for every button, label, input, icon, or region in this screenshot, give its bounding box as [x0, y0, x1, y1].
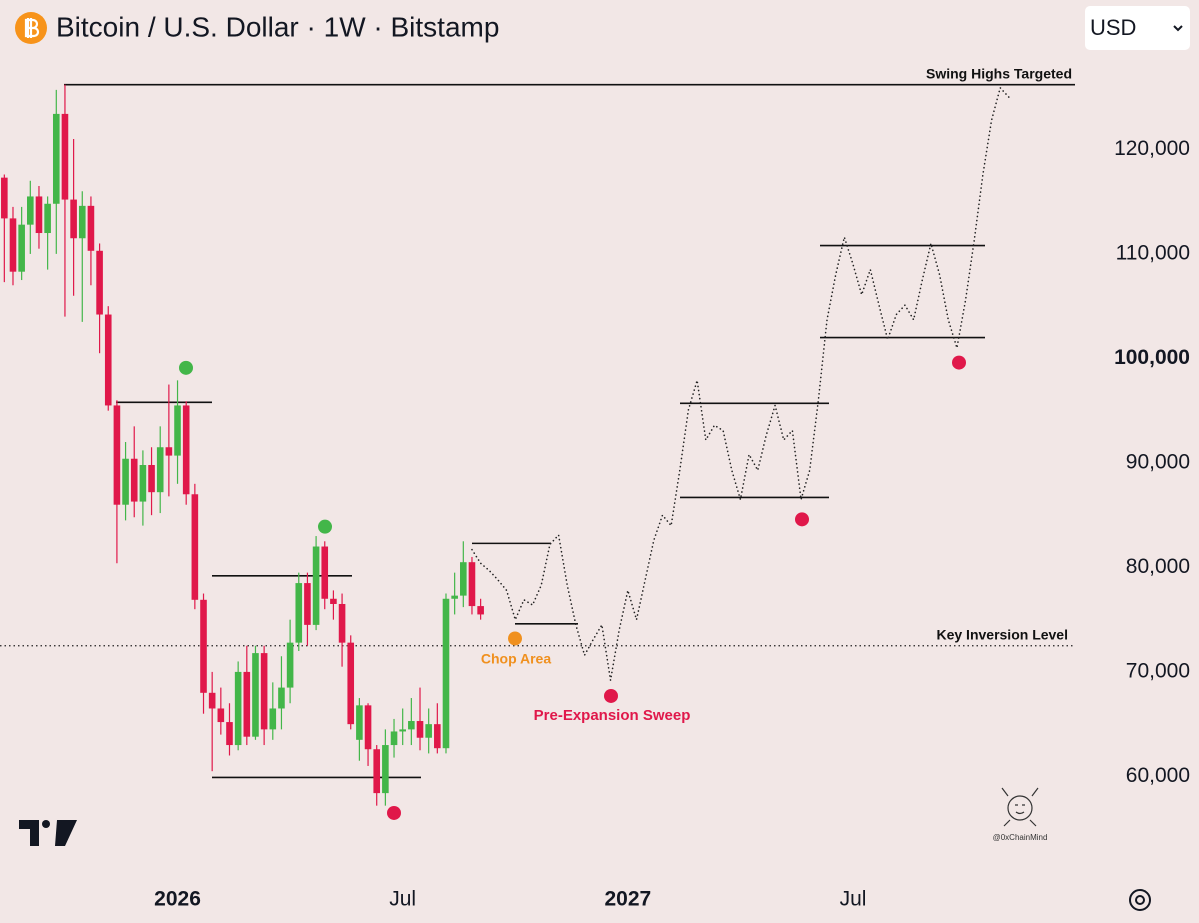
y-tick-label: 110,000	[1116, 241, 1190, 264]
candle-body	[208, 692, 216, 709]
candle-body	[460, 562, 467, 596]
candle-body	[18, 224, 25, 272]
candle-body	[44, 203, 51, 234]
watermark: @0xChainMind	[993, 833, 1048, 842]
candle-body	[96, 250, 103, 315]
y-tick-label: 60,000	[1126, 764, 1190, 787]
currency-dropdown[interactable]: USD	[1085, 6, 1190, 50]
candle-body	[165, 447, 173, 456]
candle-body	[104, 314, 112, 406]
y-tick-label: 80,000	[1126, 555, 1190, 578]
dropdown-label[interactable]: USD	[1090, 15, 1136, 40]
candle-body	[364, 705, 372, 750]
watermark-icon	[1001, 787, 1039, 827]
candle-body	[234, 671, 242, 746]
candle-body	[408, 721, 415, 730]
candle-body	[217, 708, 225, 723]
candle-body	[399, 729, 406, 732]
x-tick-label: 2027	[604, 888, 651, 911]
projection-line	[471, 86, 1010, 681]
signal-dot	[318, 519, 332, 534]
annotation: Swing Highs Targeted	[926, 66, 1072, 82]
chart-title: Bitcoin / U.S. Dollar · 1W · Bitstamp	[56, 11, 499, 42]
candle-body	[451, 595, 458, 599]
y-tick-label: 100,000	[1114, 346, 1190, 369]
y-tick-label: 120,000	[1114, 137, 1190, 160]
settings-icon-core	[1135, 895, 1145, 905]
candle-body	[382, 745, 389, 794]
candle-body	[174, 405, 181, 456]
candle-body	[321, 546, 329, 599]
candle-body	[338, 603, 346, 643]
candle-body	[27, 196, 34, 225]
candle-body	[243, 671, 251, 737]
candle-body	[304, 583, 311, 625]
annotation: Key Inversion Level	[936, 627, 1068, 643]
candle-body	[226, 722, 233, 746]
candle-body	[269, 708, 277, 730]
candle-body	[252, 653, 259, 737]
candle-body	[78, 205, 86, 239]
candle-body	[442, 598, 450, 749]
candle-body	[295, 583, 303, 643]
candle-body	[468, 562, 476, 607]
candle-body	[200, 599, 207, 693]
candle-body	[156, 447, 164, 493]
signal-dot	[179, 360, 193, 375]
annotation: Pre-Expansion Sweep	[534, 707, 691, 724]
candle-body	[122, 458, 129, 505]
candle-body	[1, 177, 8, 219]
candle-body	[52, 113, 60, 204]
candle-body	[87, 205, 95, 251]
candle-body	[425, 724, 432, 738]
candle-body	[9, 218, 17, 272]
tv-logo	[19, 820, 77, 846]
candle-body	[356, 705, 363, 740]
signal-dot	[604, 688, 618, 703]
candle-body	[70, 199, 77, 239]
candle-body	[191, 494, 199, 600]
candle-body	[390, 731, 398, 746]
signal-dot	[795, 512, 809, 527]
x-tick-label: Jul	[840, 888, 867, 911]
y-tick-label: 70,000	[1126, 659, 1190, 682]
candle-body	[182, 405, 190, 495]
candle-body	[35, 196, 43, 234]
signal-dot	[952, 355, 966, 370]
candle-body	[130, 458, 138, 502]
candle-body	[139, 465, 147, 502]
x-tick-label: Jul	[389, 888, 416, 911]
candle-body	[312, 546, 320, 625]
candle-body	[434, 724, 441, 749]
candle-body	[286, 642, 294, 688]
annotation: Chop Area	[481, 651, 551, 667]
chevron	[1173, 25, 1183, 32]
x-tick-label: 2026	[154, 888, 201, 911]
signal-dot	[508, 631, 522, 646]
candle-body	[416, 721, 424, 738]
candle-body	[373, 749, 381, 794]
candle-body	[113, 405, 121, 505]
dropdown-box[interactable]	[1085, 6, 1190, 50]
candle-body	[278, 687, 285, 709]
bitcoin-icon	[15, 12, 47, 44]
settings-icon	[1129, 889, 1151, 911]
candle-body	[148, 465, 155, 493]
candle-body	[330, 598, 337, 604]
y-tick-label: 90,000	[1126, 450, 1190, 473]
candle-body	[61, 113, 69, 200]
candle-body	[347, 642, 355, 725]
signal-dot	[387, 805, 401, 820]
candle-body	[477, 606, 484, 615]
candle-body	[260, 653, 268, 730]
